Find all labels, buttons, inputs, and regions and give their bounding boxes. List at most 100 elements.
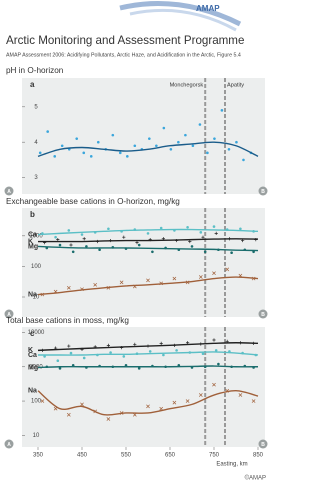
x-tick-label: 750 (209, 453, 220, 459)
point (56, 238, 60, 242)
series (37, 109, 259, 162)
plot-background (22, 208, 265, 317)
panel-letter: b (30, 210, 35, 219)
point (82, 356, 86, 360)
point (71, 250, 75, 254)
point (198, 275, 203, 279)
point (212, 271, 216, 276)
point (146, 278, 150, 283)
trend-line (37, 365, 259, 369)
x-tick-label: 450 (77, 453, 88, 459)
corner-badge (258, 186, 268, 196)
y-tick-label: 10 (33, 295, 40, 301)
point (172, 400, 177, 405)
point (220, 109, 224, 112)
logo: AMAP (119, 1, 242, 32)
corner-badge (4, 439, 14, 449)
point (212, 338, 216, 342)
series-label: Ca (28, 231, 37, 238)
point (242, 158, 245, 162)
point (235, 140, 238, 144)
y-tick-label: 5 (34, 104, 38, 110)
trend-line (38, 351, 259, 356)
point (89, 155, 93, 158)
series: Na (28, 382, 259, 421)
point (80, 233, 84, 236)
series-label: Mg (28, 364, 38, 371)
point (122, 235, 126, 239)
point (227, 147, 231, 151)
x-axis-label: Easting, km (216, 462, 247, 468)
point (201, 235, 205, 239)
point (122, 355, 126, 358)
y-tick-label: 3 (34, 175, 38, 181)
series: K (28, 338, 259, 354)
reference-label: Monchegorsk (170, 82, 204, 88)
point (111, 133, 115, 137)
corner-badge (258, 309, 268, 319)
point (69, 243, 73, 247)
point (206, 151, 209, 155)
point (119, 280, 124, 285)
point (238, 393, 243, 397)
point (67, 229, 71, 232)
series-label: K (28, 347, 33, 354)
trend-line (37, 141, 259, 158)
series: K (28, 231, 259, 247)
point (212, 382, 216, 387)
point (239, 227, 242, 231)
point (58, 243, 62, 247)
point (96, 140, 100, 144)
series: Mg (28, 243, 259, 255)
panel-title: pH in O-horizon (6, 66, 64, 75)
series: Ca (28, 225, 259, 239)
x-tick-label: 550 (121, 453, 132, 459)
point (60, 144, 64, 148)
point (217, 362, 220, 366)
point (191, 144, 195, 148)
y-tick-label: 100 (31, 399, 42, 405)
point (162, 353, 165, 357)
point (186, 225, 189, 229)
x-tick-label: 850 (253, 453, 264, 459)
point (67, 344, 71, 348)
point (251, 399, 256, 403)
point (46, 130, 49, 133)
point (225, 267, 230, 272)
panel-letter: a (30, 80, 35, 89)
point (135, 240, 139, 245)
plot-background (22, 327, 265, 447)
y-tick-label: 100 (31, 264, 42, 270)
point (146, 232, 150, 235)
point (148, 137, 151, 140)
point (185, 399, 190, 403)
point (107, 227, 110, 231)
page-title: Arctic Monitoring and Assessment Program… (6, 34, 244, 47)
point (85, 245, 88, 248)
point (201, 352, 205, 355)
point (188, 239, 192, 244)
point (56, 359, 60, 362)
point (177, 140, 180, 144)
series-label: Na (28, 388, 37, 395)
point (133, 144, 137, 148)
point (214, 231, 218, 235)
logo-text: AMAP (196, 4, 220, 13)
trend-line (37, 276, 259, 296)
point (230, 251, 233, 255)
point (203, 250, 207, 254)
y-tick-label: 1000 (29, 233, 43, 239)
y-tick-label: 10 (33, 433, 40, 439)
corner-label: B (261, 442, 265, 448)
point (40, 399, 45, 403)
point (213, 137, 216, 140)
series: Mg (28, 362, 259, 371)
point (93, 282, 98, 287)
point (106, 343, 110, 347)
reference-label: Apatity (227, 82, 244, 88)
x-tick-label: 350 (33, 453, 44, 459)
y-tick-label: 10000 (28, 330, 45, 336)
series: Ca (28, 349, 259, 362)
trend-line (37, 228, 259, 236)
point (146, 404, 150, 409)
